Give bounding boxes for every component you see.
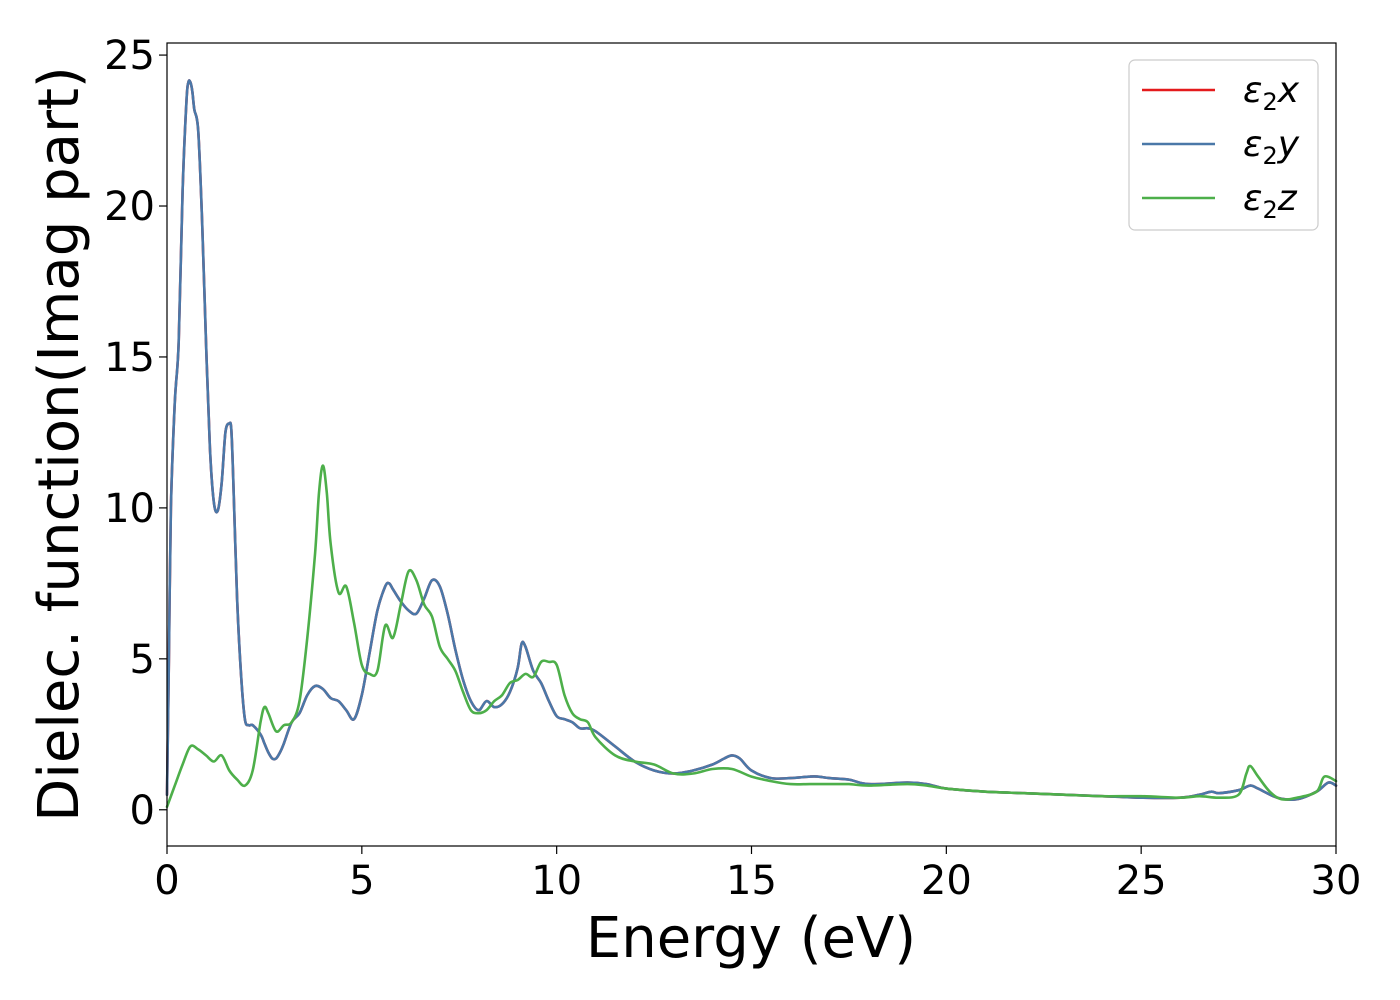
y-tick-label: 15	[104, 335, 155, 381]
x-tick-label: 0	[154, 858, 179, 904]
x-axis-ticks: 0 5 10 15 20 25 30	[154, 846, 1361, 904]
legend-label-x: ε2x	[1243, 70, 1300, 116]
x-tick-label: 15	[726, 858, 777, 904]
legend-box	[1128, 59, 1319, 231]
y-tick-label: 10	[104, 486, 155, 532]
x-axis-title: Energy (eV)	[586, 906, 916, 971]
y-tick-label: 25	[104, 33, 155, 79]
plot-lines	[165, 79, 1338, 809]
y-axis-title: Dielec. function(Imag part)	[27, 66, 92, 822]
series-line-z	[165, 464, 1338, 809]
x-tick-label: 5	[349, 858, 374, 904]
y-axis-ticks: 0 5 10 15 20 25	[104, 33, 167, 834]
y-tick-label: 20	[104, 184, 155, 230]
series-line-y	[165, 79, 1338, 801]
y-tick-label: 5	[130, 637, 155, 683]
x-tick-label: 10	[531, 858, 582, 904]
legend-label-y: ε2y	[1243, 124, 1300, 170]
x-tick-label: 20	[921, 858, 972, 904]
y-tick-label: 0	[130, 788, 155, 834]
x-tick-label: 30	[1311, 858, 1362, 904]
legend-label-z: ε2z	[1243, 178, 1298, 224]
x-tick-label: 25	[1116, 858, 1167, 904]
legend: ε2x ε2y ε2z	[1128, 59, 1319, 231]
